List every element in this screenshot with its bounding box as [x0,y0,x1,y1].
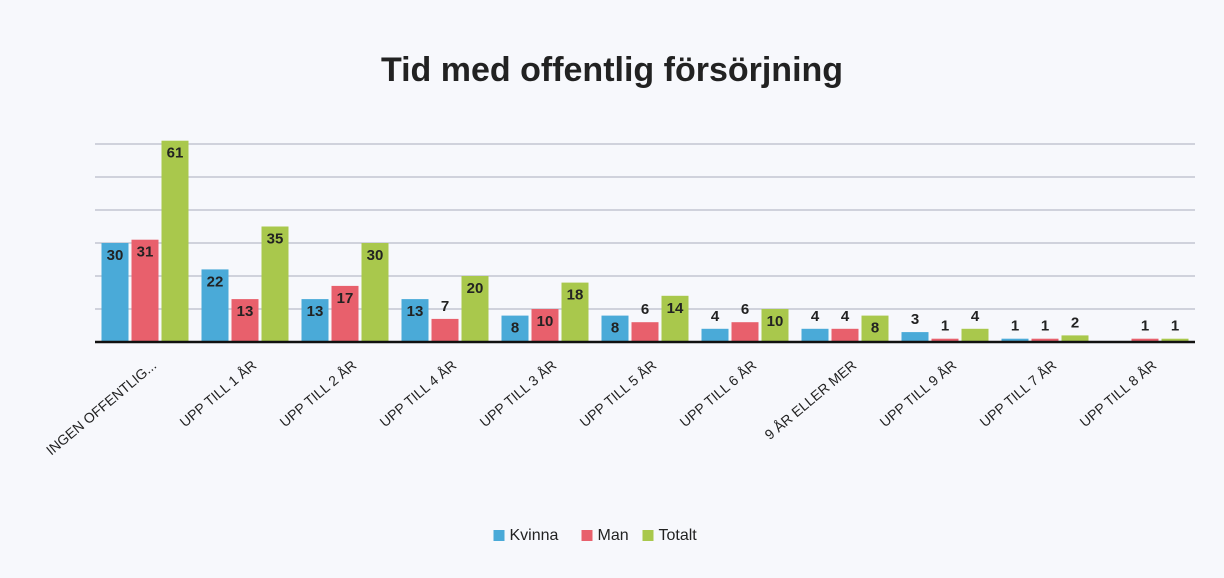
data-label: 6 [641,301,649,318]
data-label: 31 [137,244,154,261]
bar [301,299,329,342]
bar [631,322,659,342]
legend-swatch [642,530,654,541]
data-label: 17 [337,290,354,307]
data-label: 18 [567,287,584,304]
data-label: 1 [1141,318,1149,335]
bar [1161,338,1189,342]
data-label: 8 [611,320,619,337]
data-label: 1 [1171,318,1179,335]
bar [601,315,629,342]
bar [231,299,259,342]
data-label: 22 [207,273,224,290]
data-label: 13 [237,303,254,320]
legend-swatch [581,530,593,541]
bar [261,226,289,342]
bar [831,328,859,342]
bar [461,276,489,342]
bar [331,285,359,342]
bar [901,332,929,342]
legend-swatch [493,530,505,541]
bar [161,140,189,342]
bar [701,328,729,342]
data-label: 30 [367,247,384,264]
data-label: 1 [941,318,949,335]
bar [531,309,559,342]
data-label: 4 [711,308,720,325]
data-label: 8 [871,320,879,337]
bar [501,315,529,342]
legend-label: Man [598,527,629,544]
data-label: 7 [441,298,449,315]
data-label: 10 [537,313,554,330]
bar [961,328,989,342]
data-label: 13 [307,303,324,320]
legend-label: Totalt [659,527,698,544]
data-label: 6 [741,301,749,318]
data-label: 4 [841,308,850,325]
bar [1061,335,1089,342]
bar [931,338,959,342]
bar [101,243,129,342]
bar [661,295,689,342]
data-label: 4 [811,308,820,325]
bar [131,239,159,342]
data-label: 2 [1071,314,1079,331]
data-label: 61 [167,145,184,162]
bar [1131,338,1159,342]
bar [1001,338,1029,342]
bar [801,328,829,342]
data-label: 30 [107,247,124,264]
bar [731,322,759,342]
bar [201,269,229,342]
data-label: 3 [911,311,919,328]
bar [861,315,889,342]
legend-label: Kvinna [510,527,559,544]
bar [401,299,429,342]
bar [1031,338,1059,342]
bar [761,309,789,342]
data-label: 4 [971,308,980,325]
bar [561,282,589,342]
data-label: 20 [467,280,484,297]
data-label: 1 [1011,318,1019,335]
bar [431,318,459,342]
chart-title: Tid med offentlig försörjning [381,51,843,89]
data-label: 1 [1041,318,1049,335]
data-label: 13 [407,303,424,320]
data-label: 14 [667,300,684,317]
data-label: 10 [767,313,784,330]
data-label: 35 [267,230,284,247]
bar [361,243,389,342]
data-label: 8 [511,320,519,337]
